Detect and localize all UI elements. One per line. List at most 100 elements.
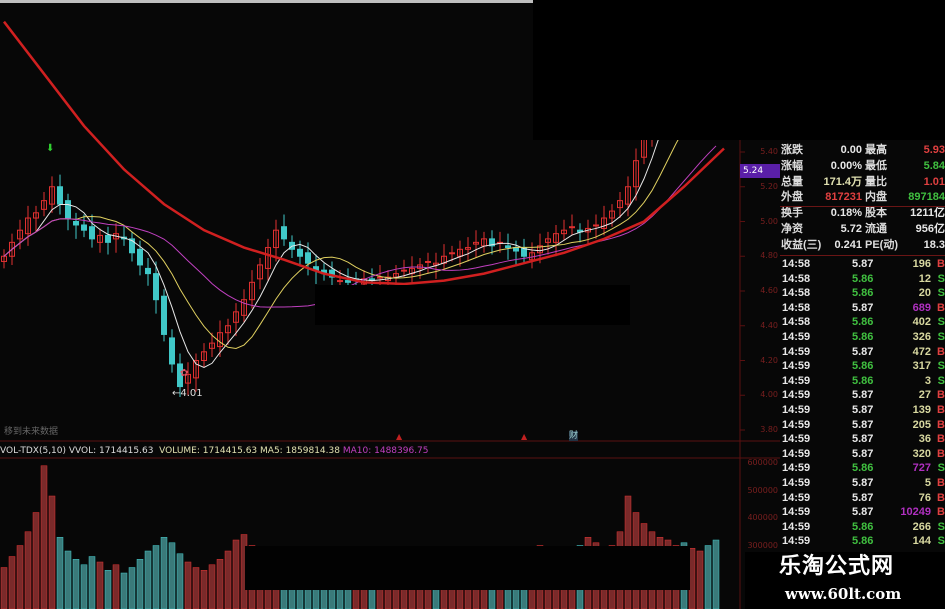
trade-side: S (937, 520, 945, 533)
quote-label: 最低 (865, 159, 887, 172)
quote-value: 956亿 (915, 223, 945, 235)
trade-side: B (937, 491, 945, 504)
candle-body (193, 360, 199, 379)
trade-volume: 36 (918, 433, 931, 446)
quote-value: 817231 (825, 191, 862, 204)
trade-side: S (937, 331, 945, 343)
trade-side: S (937, 535, 945, 548)
candle-body (545, 238, 551, 243)
quote-row: 涨跌 0.00 最高 5.93 (780, 143, 945, 158)
candle-body (345, 280, 351, 283)
quote-label: PE(动) (865, 238, 898, 251)
trade-time: 14:59 (782, 535, 811, 548)
trade-price: 5.87 (852, 389, 874, 402)
quote-label: 流通 (865, 223, 887, 235)
trade-side: B (937, 301, 945, 314)
candle-body (185, 373, 191, 384)
trade-volume: 12 (918, 272, 931, 285)
trade-volume: 689 (912, 301, 931, 314)
price-tick-label: 4.40 (760, 320, 778, 330)
volume-bar (40, 465, 48, 609)
candle-body (249, 281, 255, 301)
trade-side: B (937, 258, 945, 270)
volume-bar (16, 545, 24, 609)
trade-row: 14:59 5.87 76 B (780, 491, 945, 506)
candle-body (609, 210, 615, 219)
trade-row: 14:58 5.87 196 B (780, 257, 945, 272)
volume-bar (0, 567, 8, 609)
trade-price: 5.86 (852, 374, 874, 387)
quote-value: 5.72 (840, 223, 862, 235)
trade-price: 5.87 (852, 404, 874, 416)
watermark: 乐淘公式网 www.60lt.com (745, 552, 945, 609)
quote-label: 总量 (781, 175, 803, 188)
trade-volume: 727 (912, 462, 931, 475)
finance-tag-icon[interactable]: 财 (569, 431, 579, 441)
trade-price: 5.87 (852, 258, 874, 270)
trade-row: 14:58 5.86 12 S (780, 272, 945, 287)
candle-body (265, 247, 271, 269)
volume-bar (320, 586, 328, 609)
trade-volume: 266 (912, 520, 931, 533)
quote-value: 171.4万 (823, 175, 862, 188)
trade-side: S (937, 287, 945, 300)
trade-time: 14:59 (782, 520, 811, 533)
candle-body (169, 337, 175, 365)
candle-body (145, 267, 151, 275)
volume-bar (704, 545, 712, 609)
candle-body (225, 325, 231, 334)
candle-body (41, 200, 47, 210)
event-marker-icon[interactable]: ▲ (396, 432, 403, 441)
low-marker-icon: ✿ (180, 368, 189, 379)
trade-side: B (937, 447, 945, 460)
trade-side: B (937, 506, 945, 519)
window-top-edge (0, 0, 533, 3)
candle-body (617, 200, 623, 209)
trade-volume: 3 (924, 374, 931, 387)
trade-row: 14:59 5.87 139 B (780, 403, 945, 418)
quote-row: 总量 171.4万 量比 1.01 (780, 175, 945, 190)
trade-time: 14:59 (782, 331, 811, 343)
quote-value: 5.93 (923, 144, 945, 156)
quote-label: 净资 (781, 223, 803, 235)
trade-price: 5.87 (852, 491, 874, 504)
trade-row: 14:59 5.87 472 B (780, 345, 945, 360)
vol-ma5: MA5: 1859814.38 (260, 446, 340, 456)
candle-body (305, 252, 311, 264)
volume-tick-label: 300000 (747, 540, 778, 550)
candle-body (25, 217, 31, 235)
ma10-line (3, 79, 717, 350)
low-price-value: 4.01 (180, 388, 203, 399)
volume-bar (112, 564, 120, 609)
candle-body (401, 269, 407, 272)
trade-price: 5.87 (852, 345, 874, 358)
trade-row: 14:59 5.87 10249 B (780, 505, 945, 520)
volume-tick-label: 600000 (747, 458, 778, 467)
trade-time: 14:59 (782, 433, 811, 446)
price-tick-label: 4.00 (760, 390, 778, 400)
quote-label: 外盘 (781, 191, 803, 204)
event-marker-icon[interactable]: ▲ (521, 432, 528, 441)
trade-side: S (937, 374, 945, 387)
volume-bar (208, 564, 216, 609)
quote-value: 0.241 (834, 238, 862, 251)
trade-price: 5.86 (852, 535, 874, 548)
trade-row: 14:58 5.86 402 S (780, 315, 945, 330)
trade-time: 14:59 (782, 360, 811, 373)
candle-body (177, 363, 183, 388)
trade-volume: 205 (912, 418, 931, 431)
candle-body (57, 186, 63, 205)
vol-ma10: MA10: 1488396.75 (342, 446, 429, 456)
trade-row: 14:59 5.87 27 B (780, 388, 945, 403)
volume-bar (192, 567, 200, 609)
trade-volume: 76 (918, 491, 931, 504)
watermark-url: www.60lt.com (785, 585, 902, 603)
volume-legend: VOL-TDX(5,10) VVOL: 1714415.63 VOLUME: 1… (0, 446, 429, 456)
candle-body (489, 238, 495, 247)
candle-body (209, 342, 215, 349)
trade-price: 5.87 (852, 301, 874, 314)
candle-body (17, 229, 23, 240)
quote-label: 内盘 (865, 191, 887, 204)
trade-side: B (937, 418, 945, 431)
volume-bar (712, 539, 720, 609)
